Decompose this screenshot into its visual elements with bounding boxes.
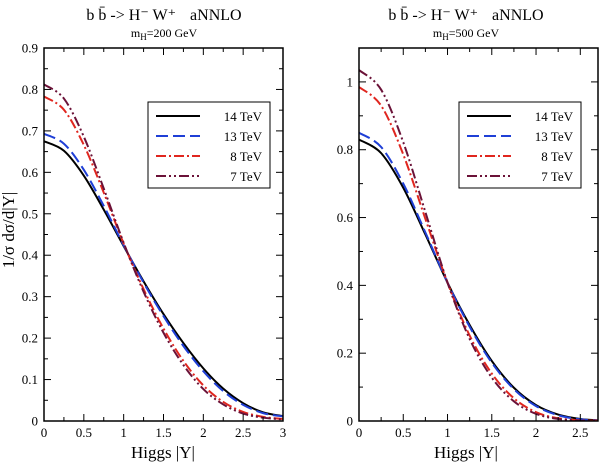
y-tick-label: 0.6 bbox=[22, 165, 39, 180]
chart-panel-mh200: b b̄ -> H⁻ W⁺ aNNLO mH=200 GeV 1/σ dσ/d|… bbox=[0, 6, 286, 462]
series-line-7-tev bbox=[44, 83, 283, 421]
x-axis-label: Higgs |Y| bbox=[131, 443, 195, 462]
y-tick-label: 0 bbox=[347, 414, 354, 429]
y-tick-label: 0.1 bbox=[22, 372, 38, 387]
x-tick-label: 0 bbox=[356, 425, 363, 440]
x-tick-label: 1 bbox=[120, 425, 127, 440]
series-line-14-tev bbox=[44, 140, 283, 418]
y-tick-label: 0.4 bbox=[337, 278, 354, 293]
y-axis-label: 1/σ dσ/d|Y| bbox=[0, 192, 18, 269]
y-tick-label: 0.7 bbox=[22, 123, 39, 138]
chart-subtitle: mH=500 GeV bbox=[433, 26, 500, 42]
x-tick-label: 0.5 bbox=[76, 425, 92, 440]
legend-label: 13 TeV bbox=[535, 129, 574, 144]
x-tick-label: 1 bbox=[444, 425, 451, 440]
y-tick-label: 0.8 bbox=[337, 142, 353, 157]
y-tick-label: 0.5 bbox=[22, 206, 38, 221]
x-tick-label: 2 bbox=[533, 425, 540, 440]
chart-title: b b̄ -> H⁻ W⁺ aNNLO bbox=[388, 6, 543, 24]
series-line-7-tev bbox=[359, 69, 598, 421]
x-tick-label: 0.5 bbox=[395, 425, 411, 440]
legend-label: 13 TeV bbox=[224, 129, 263, 144]
legend-label: 8 TeV bbox=[541, 149, 573, 164]
y-tick-label: 0.4 bbox=[22, 248, 39, 263]
chart-title: b b̄ -> H⁻ W⁺ aNNLO bbox=[86, 6, 241, 24]
legend-label: 14 TeV bbox=[535, 109, 574, 124]
x-tick-label: 1.5 bbox=[484, 425, 500, 440]
legend-label: 8 TeV bbox=[230, 149, 262, 164]
x-tick-label: 2 bbox=[200, 425, 207, 440]
chart-panel-mh500: b b̄ -> H⁻ W⁺ aNNLO mH=500 GeV Higgs |Y|… bbox=[337, 6, 599, 462]
x-tick-label: 3 bbox=[280, 425, 287, 440]
x-tick-label: 0 bbox=[41, 425, 48, 440]
legend: 14 TeV 13 TeV 8 TeV 7 TeV bbox=[458, 101, 582, 189]
plot-area: 0 0.5 1 1.5 2 2.5 3 0 0.1 0.2 0.3 0.4 0.5 0.6 0.7 0.8 0.… bbox=[22, 41, 287, 441]
series-line-8-tev bbox=[44, 95, 283, 420]
legend: 14 TeV 13 TeV 8 TeV 7 TeV bbox=[147, 101, 271, 189]
series-line-13-tev bbox=[359, 131, 598, 421]
plot-area: 0 0.5 1 1.5 2 2.5 0 0.2 0.4 0.6 0.8 1 14 TeV 13 TeV 8 … bbox=[337, 47, 599, 440]
y-tick-label: 0.2 bbox=[337, 346, 353, 361]
y-tick-label: 1 bbox=[347, 74, 354, 89]
x-tick-label: 1.5 bbox=[155, 425, 171, 440]
y-tick-label: 0 bbox=[32, 414, 39, 429]
y-tick-label: 0.6 bbox=[337, 210, 354, 225]
legend-label: 14 TeV bbox=[224, 109, 263, 124]
x-axis-label: Higgs |Y| bbox=[434, 443, 498, 462]
axes-frame bbox=[358, 47, 599, 422]
y-tick-label: 0.2 bbox=[22, 331, 38, 346]
x-tick-label: 2.5 bbox=[572, 425, 588, 440]
series-line-13-tev bbox=[44, 132, 283, 418]
y-tick-label: 0.9 bbox=[22, 41, 38, 56]
x-tick-label: 2.5 bbox=[235, 425, 251, 440]
legend-label: 7 TeV bbox=[541, 169, 573, 184]
y-tick-label: 0.3 bbox=[22, 289, 38, 304]
legend-label: 7 TeV bbox=[230, 169, 262, 184]
y-tick-label: 0.8 bbox=[22, 82, 38, 97]
chart-subtitle: mH=200 GeV bbox=[131, 26, 198, 42]
